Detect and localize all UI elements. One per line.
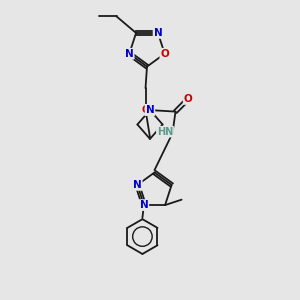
- Text: N: N: [154, 28, 162, 38]
- Text: N: N: [125, 49, 134, 59]
- Text: N: N: [133, 180, 142, 190]
- Text: O: O: [141, 105, 150, 115]
- Text: O: O: [160, 49, 169, 59]
- Text: HN: HN: [157, 127, 173, 137]
- Text: N: N: [140, 200, 148, 210]
- Text: O: O: [184, 94, 193, 104]
- Text: N: N: [146, 105, 154, 115]
